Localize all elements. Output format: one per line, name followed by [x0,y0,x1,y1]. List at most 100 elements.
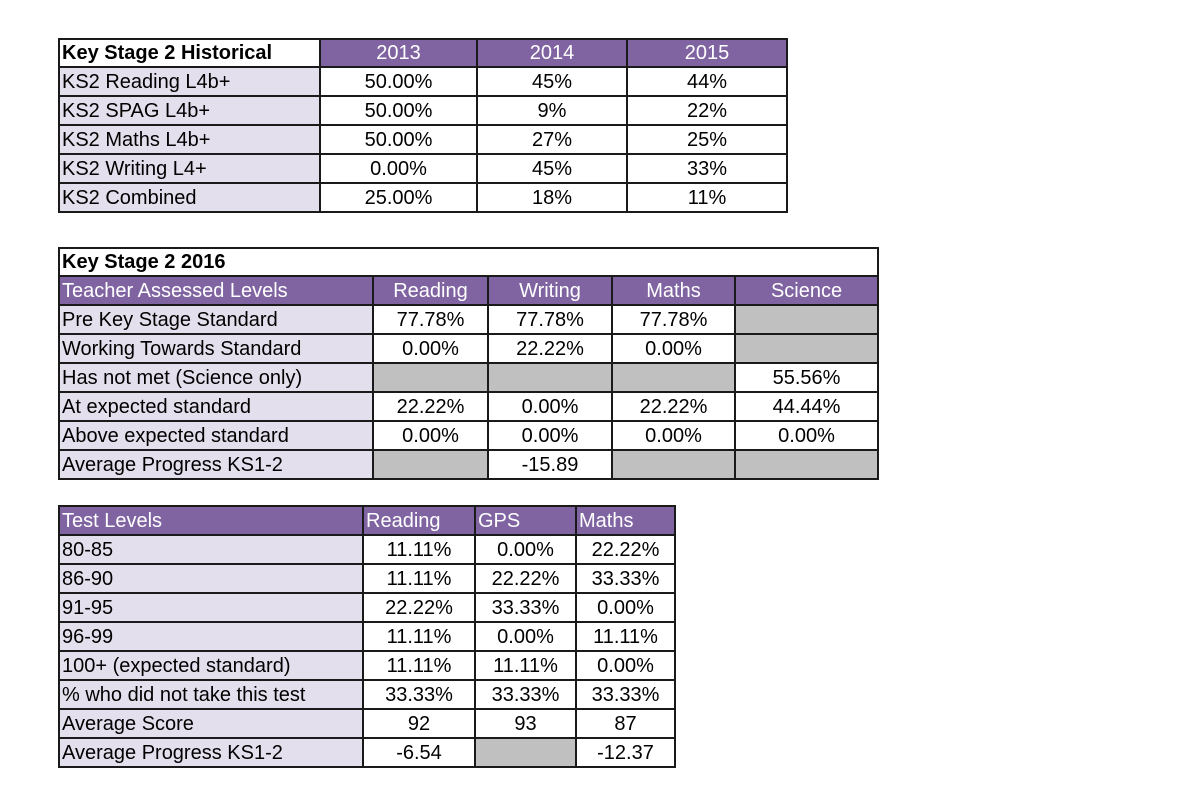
row-label: Above expected standard [58,420,374,451]
column-header: Maths [575,505,676,536]
column-header: Writing [487,275,613,306]
value-cell: 0.00% [487,391,613,422]
value-cell: 44% [626,66,788,97]
value-cell: 50.00% [319,95,478,126]
column-header: GPS [474,505,577,536]
value-cell: 77.78% [487,304,613,335]
value-cell: 22.22% [611,391,736,422]
value-cell: 92 [362,708,476,739]
table-row: 86-90 11.11% 22.22% 33.33% [58,563,676,594]
empty-cell [611,362,736,393]
value-cell: 11.11% [362,563,476,594]
value-cell: 11.11% [362,534,476,565]
header-row: Teacher Assessed Levels Reading Writing Mat… [58,275,880,306]
empty-cell [733,304,880,335]
row-label: At expected standard [58,391,374,422]
table-row: KS2 Combined 25.00% 18% 11% [58,182,788,213]
table-title: Key Stage 2 2016 [57,247,880,277]
row-label: KS2 Combined [58,182,321,213]
column-header: Reading [372,275,489,306]
empty-cell [372,449,489,480]
value-cell: 93 [474,708,577,739]
table-row: Has not met (Science only) 55.56% [58,362,880,393]
value-cell: 22.22% [474,563,577,594]
value-cell: 0.00% [372,333,489,364]
value-cell: 0.00% [575,650,676,681]
table-row: KS2 Reading L4b+ 50.00% 45% 44% [58,66,788,97]
empty-cell [372,362,489,393]
row-label: Average Progress KS1-2 [58,449,374,480]
value-cell: 11% [626,182,788,213]
header-row: Test Levels Reading GPS Maths [58,505,676,536]
row-label: 86-90 [58,563,364,594]
value-cell: 50.00% [319,124,478,155]
row-label: KS2 SPAG L4b+ [58,95,321,126]
value-cell: 87 [575,708,676,739]
value-cell: 33.33% [362,679,476,710]
value-cell: 11.11% [474,650,577,681]
row-label: Average Score [58,708,364,739]
column-header: Reading [362,505,476,536]
value-cell: 0.00% [372,420,489,451]
value-cell: 0.00% [474,621,577,652]
column-header: 2015 [626,38,788,68]
value-cell: 33.33% [474,592,577,623]
value-cell: 77.78% [611,304,736,335]
column-header: Maths [611,275,736,306]
row-label: 91-95 [58,592,364,623]
row-label: KS2 Reading L4b+ [58,66,321,97]
value-cell: 33.33% [575,679,676,710]
row-label: 96-99 [58,621,364,652]
table-row: Average Progress KS1-2 -15.89 [58,449,880,480]
row-label: Has not met (Science only) [58,362,374,393]
value-cell: 0.00% [611,420,736,451]
value-cell: 27% [476,124,628,155]
row-label: 100+ (expected standard) [58,650,364,681]
table-row: KS2 SPAG L4b+ 50.00% 9% 22% [58,95,788,126]
table-row: 80-85 11.11% 0.00% 22.22% [58,534,676,565]
table-row: 91-95 22.22% 33.33% 0.00% [58,592,676,623]
row-label: 80-85 [58,534,364,565]
value-cell: -12.37 [575,737,676,768]
column-header: 2013 [319,38,478,68]
table-row: Average Progress KS1-2 -6.54 -12.37 [58,737,676,768]
value-cell: 55.56% [733,362,880,393]
value-cell: 22.22% [575,534,676,565]
table-row: 96-99 11.11% 0.00% 11.11% [58,621,676,652]
value-cell: 0.00% [611,333,736,364]
ks2-2016-table: Key Stage 2 2016 Teacher Assessed Levels R… [57,247,880,480]
row-label: KS2 Writing L4+ [58,153,321,184]
column-header: 2014 [476,38,628,68]
value-cell: 50.00% [319,66,478,97]
table-row: 100+ (expected standard) 11.11% 11.11% 0.00… [58,650,676,681]
value-cell: 0.00% [487,420,613,451]
value-cell: 33.33% [474,679,577,710]
header-label: Teacher Assessed Levels [58,275,374,306]
value-cell: 45% [476,153,628,184]
value-cell: 0.00% [319,153,478,184]
title-row: Key Stage 2 2016 [57,247,880,277]
value-cell: 22.22% [372,391,489,422]
value-cell: 25% [626,124,788,155]
row-label: % who did not take this test [58,679,364,710]
table-row: Average Score 92 93 87 [58,708,676,739]
table-row: Working Towards Standard 0.00% 22.22% 0.00% [58,333,880,364]
value-cell: 22.22% [487,333,613,364]
value-cell: -15.89 [487,449,613,480]
empty-cell [733,449,880,480]
value-cell: 9% [476,95,628,126]
table-row: KS2 Maths L4b+ 50.00% 27% 25% [58,124,788,155]
table-title: Key Stage 2 Historical [58,38,321,68]
value-cell: 11.11% [362,621,476,652]
value-cell: 45% [476,66,628,97]
table-row: KS2 Writing L4+ 0.00% 45% 33% [58,153,788,184]
test-levels-table: Test Levels Reading GPS Maths 80-85 11.11% 0.0… [58,505,676,768]
value-cell: 0.00% [733,420,880,451]
table-row: % who did not take this test 33.33% 33.33%… [58,679,676,710]
value-cell: 44.44% [733,391,880,422]
table-row: At expected standard 22.22% 0.00% 22.22% 44.… [58,391,880,422]
row-label: Pre Key Stage Standard [58,304,374,335]
value-cell: 33% [626,153,788,184]
table-row: Above expected standard 0.00% 0.00% 0.00% 0.… [58,420,880,451]
value-cell: 22% [626,95,788,126]
